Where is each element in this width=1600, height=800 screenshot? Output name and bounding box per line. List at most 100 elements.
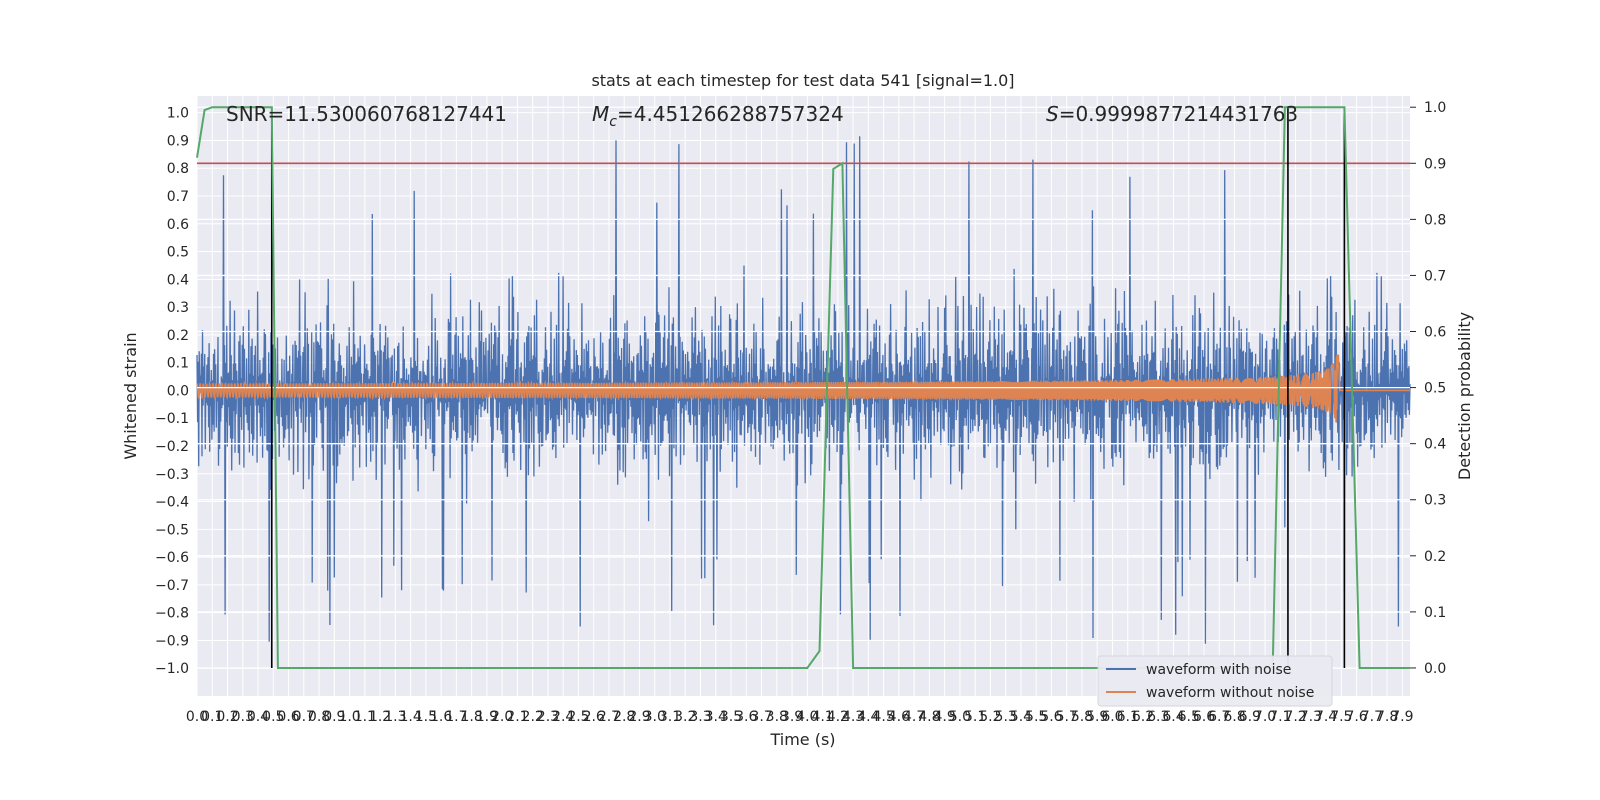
x-tick-label: 3.1 [659,709,681,725]
right-tick-label: 0.3 [1424,493,1446,509]
x-tick-label: 2.4 [552,709,574,725]
x-tick-label: 2.0 [491,709,513,725]
x-tick-label: 1.5 [415,709,437,725]
x-tick-label: 2.7 [598,709,620,725]
x-tick-label: 3.4 [705,709,727,725]
x-tick-label: 5.4 [1010,709,1032,725]
chirp-mass-subscript: c [609,114,617,130]
x-tick-label: 7.8 [1376,709,1398,725]
left-tick-label: −0.3 [155,467,189,483]
left-tick-label: 0.4 [167,272,189,288]
chirp-mass-symbol: M [592,102,609,126]
x-tick-label: 0.7 [293,709,315,725]
x-tick-label: 6.7 [1208,709,1230,725]
clean-trace [196,354,1410,423]
left-tick-label: −0.7 [155,578,189,594]
chirp-mass-value: =4.451266288757324 [617,102,844,126]
left-tick-label: −0.4 [155,495,189,511]
x-tick-label: 4.1 [811,709,833,725]
left-tick-label: 1.0 [167,106,189,122]
left-axis-label: Whitened strain [121,332,140,459]
left-tick-labels: 1.0 0.9 0.8 0.7 0.6 0.5 0.4 0.3 0.2 0.1 0.0 −0.1 −0.… [155,106,189,678]
left-tick-label: 0.3 [167,300,189,316]
x-tick-label: 2.1 [506,709,528,725]
x-tick-label: 0.4 [247,709,269,725]
x-tick-label: 6.0 [1101,709,1123,725]
x-tick-label: 2.2 [522,709,544,725]
x-tick-label: 4.0 [796,709,818,725]
left-tick-label: −1.0 [155,661,189,677]
x-tick-label: 6.5 [1178,709,1200,725]
left-tick-label: −0.2 [155,439,189,455]
chart-title: stats at each timestep for test data 541… [591,71,1014,90]
x-tick-label: 0.5 [262,709,284,725]
snr-annotation: SNR=11.530060768127441 [226,102,507,126]
right-tick-label: 0.7 [1424,268,1446,284]
x-tick-label: 5.1 [964,709,986,725]
x-tick-label: 6.3 [1147,709,1169,725]
x-tick-label: 5.7 [1056,709,1078,725]
x-tick-label: 3.0 [644,709,666,725]
right-tick-label: 0.1 [1424,605,1446,621]
right-tick-label: 0.5 [1424,381,1446,397]
left-tick-label: 0.1 [167,356,189,372]
left-tick-label: −0.6 [155,550,189,566]
x-tick-label: 6.9 [1239,709,1261,725]
x-tick-label: 1.6 [430,709,452,725]
x-tick-label: 1.7 [445,709,467,725]
x-tick-label: 6.1 [1117,709,1139,725]
right-tick-label: 0.4 [1424,437,1446,453]
x-tick-label: 4.8 [918,709,940,725]
x-tick-label: 0.8 [308,709,330,725]
right-tick-label: 0.6 [1424,325,1446,341]
x-tick-label: 1.9 [476,709,498,725]
x-tick-label: 2.6 [583,709,605,725]
x-tick-label: 2.3 [537,709,559,725]
left-tick-label: 0.8 [167,161,189,177]
x-tick-label: 3.3 [689,709,711,725]
x-tick-label: 3.2 [674,709,696,725]
legend: waveform with noise waveform without noi… [1097,655,1333,707]
x-tick-label: 2.5 [567,709,589,725]
x-tick-label: 0.1 [201,709,223,725]
x-tick-label: 2.8 [613,709,635,725]
x-tick-label: 5.6 [1040,709,1062,725]
right-tick-label: 0.0 [1424,661,1446,677]
x-tick-label: 7.7 [1361,709,1383,725]
x-tick-label: 3.8 [766,709,788,725]
left-tick-label: 0.9 [167,133,189,149]
x-tick-label: 1.1 [354,709,376,725]
x-tick-label: 5.9 [1086,709,1108,725]
x-tick-label: 7.6 [1345,709,1367,725]
x-tick-label: 0.0 [186,709,208,725]
legend-box [1097,655,1333,707]
right-tick-label: 0.2 [1424,549,1446,565]
left-tick-label: −0.8 [155,606,189,622]
x-tick-label: 1.8 [461,709,483,725]
right-tick-label: 0.8 [1424,212,1446,228]
s-annotation: S=0.9999877214431763 [1046,102,1298,126]
x-tick-label: 0.3 [232,709,254,725]
x-tick-label: 4.2 [827,709,849,725]
x-tick-label: 4.4 [857,709,879,725]
right-axis-grid [197,106,1410,669]
left-tick-label: 0.5 [167,245,189,261]
x-tick-label: 1.0 [338,709,360,725]
x-tick-label: 7.2 [1284,709,1306,725]
left-tick-label: −0.9 [155,633,189,649]
x-tick-label: 0.6 [277,709,299,725]
x-tick-label: 3.9 [781,709,803,725]
left-tick-label: 0.0 [167,383,189,399]
vertical-markers [270,107,1346,668]
s-value: =0.9999877214431763 [1059,102,1298,126]
left-tick-label: 0.6 [167,217,189,233]
x-tick-label: 6.2 [1132,709,1154,725]
x-tick-label: 6.4 [1162,709,1184,725]
x-tick-label: 0.2 [216,709,238,725]
x-tick-label: 7.9 [1391,709,1413,725]
x-tick-label: 4.7 [903,709,925,725]
x-tick-label: 5.3 [995,709,1017,725]
x-tick-label: 7.3 [1300,709,1322,725]
s-symbol: S [1046,102,1059,126]
